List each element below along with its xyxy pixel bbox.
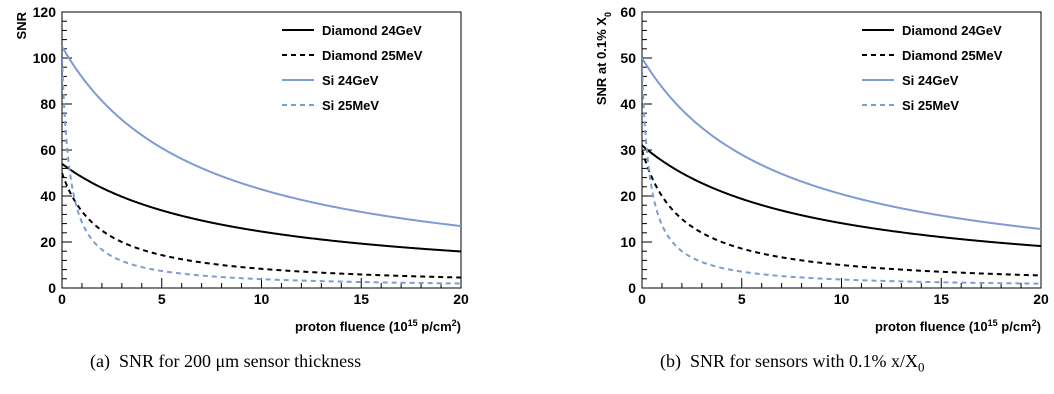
caption-a: (a) SNR for 200 μm sensor thickness — [90, 351, 361, 372]
y-tick-label: 0 — [628, 280, 636, 296]
y-tick-label: 30 — [620, 142, 636, 158]
x-tick-label: 5 — [738, 291, 746, 307]
x-tick-label: 5 — [158, 291, 166, 307]
series-line-2 — [642, 149, 1041, 277]
x-axis-title: proton fluence (1015 p/cm2) — [295, 318, 461, 334]
x-tick-label: 20 — [1033, 291, 1049, 307]
caption-b: (b) SNR for sensors with 0.1% x/X0 — [660, 351, 925, 376]
y-tick-label: 50 — [620, 50, 636, 66]
y-tick-label: 100 — [33, 50, 57, 66]
legend-label-3: Si 24GeV — [322, 73, 379, 88]
y-tick-label: 80 — [40, 96, 56, 112]
x-tick-label: 0 — [58, 291, 66, 307]
series-line-1 — [642, 144, 1041, 248]
caption-b-subscript: 0 — [918, 359, 925, 375]
y-tick-label: 0 — [48, 280, 56, 296]
y-tick-label: 20 — [40, 234, 56, 250]
series-line-2 — [62, 172, 461, 279]
caption-a-text: SNR for 200 μm sensor thickness — [118, 351, 362, 371]
legend-label-3: Si 24GeV — [902, 73, 959, 88]
y-tick-label: 120 — [33, 4, 57, 20]
x-tick-label: 10 — [254, 291, 270, 307]
series-line-3 — [62, 46, 461, 228]
y-axis-title: SNR at 0.1% X0 — [594, 12, 613, 105]
y-axis-title: SNR — [14, 11, 29, 39]
chart-panel-b: 0 5 10 15 20 0 10 20 30 40 50 60 proton fluence (101… — [594, 4, 1049, 334]
series-line-4 — [642, 67, 1041, 285]
legend-label-2: Diamond 25MeV — [902, 48, 1003, 63]
y-tick-label: 10 — [620, 234, 636, 250]
x-tick-label: 10 — [834, 291, 850, 307]
legend-label-1: Diamond 24GeV — [322, 23, 422, 38]
x-axis-title: proton fluence (1015 p/cm2) — [875, 318, 1041, 334]
legend-label-1: Diamond 24GeV — [902, 23, 1002, 38]
y-tick-label: 60 — [620, 4, 636, 20]
y-tick-label: 20 — [620, 188, 636, 204]
y-tick-label: 60 — [40, 142, 56, 158]
legend-label-4: Si 25MeV — [902, 98, 959, 113]
y-tick-label: 40 — [620, 96, 636, 112]
legend-label-4: Si 25MeV — [322, 98, 379, 113]
caption-a-label: (a) — [90, 351, 110, 371]
series-line-3 — [642, 57, 1041, 231]
legend-label-2: Diamond 25MeV — [322, 48, 423, 63]
x-tick-label: 15 — [933, 291, 949, 307]
chart-panel-a: 0 5 10 15 20 0 20 40 60 80 100 120 proton fluence (1… — [14, 4, 469, 334]
x-tick-label: 15 — [353, 291, 369, 307]
x-tick-label: 20 — [453, 291, 469, 307]
x-tick-label: 0 — [638, 291, 646, 307]
series-line-1 — [62, 162, 461, 253]
series-line-4 — [62, 57, 461, 285]
caption-b-label: (b) — [660, 351, 681, 371]
caption-b-text: SNR for sensors with 0.1% x/X — [690, 351, 918, 371]
y-tick-label: 40 — [40, 188, 56, 204]
